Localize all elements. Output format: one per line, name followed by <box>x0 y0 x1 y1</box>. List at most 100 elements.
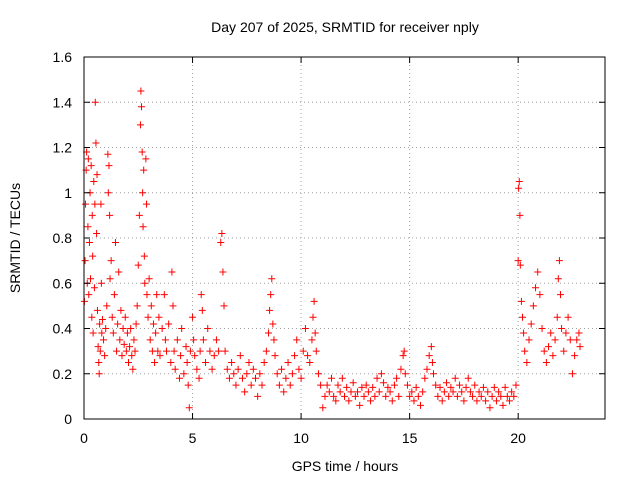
data-point <box>133 302 141 310</box>
data-point <box>492 397 500 405</box>
data-point <box>482 397 490 405</box>
data-point <box>554 275 562 283</box>
data-point <box>85 291 93 299</box>
data-point <box>547 329 555 337</box>
data-point <box>475 388 483 396</box>
data-point <box>210 352 218 360</box>
data-point <box>162 347 170 355</box>
data-point <box>182 343 190 351</box>
data-point <box>423 365 431 373</box>
data-point <box>220 302 228 310</box>
y-tick-label: 0.8 <box>53 230 73 246</box>
data-point <box>282 374 290 382</box>
data-point <box>284 358 292 366</box>
data-point <box>469 392 477 400</box>
data-point <box>256 370 264 378</box>
data-point <box>412 383 420 391</box>
data-point <box>538 325 546 332</box>
data-point <box>228 358 236 366</box>
data-point <box>556 291 564 299</box>
data-point <box>95 358 103 366</box>
data-point <box>395 392 403 400</box>
data-point <box>230 370 238 378</box>
data-point <box>126 343 134 351</box>
data-point <box>410 397 418 405</box>
data-point <box>549 352 557 360</box>
data-point <box>127 325 135 332</box>
x-tick-label: 0 <box>80 430 88 446</box>
data-point <box>145 275 153 283</box>
y-tick-label: 0.6 <box>53 275 73 291</box>
data-point <box>100 336 108 344</box>
data-point <box>238 374 246 382</box>
data-point <box>249 365 257 373</box>
data-point <box>178 325 186 332</box>
data-point <box>464 374 472 382</box>
data-point <box>97 200 105 208</box>
data-point <box>436 383 444 391</box>
data-point <box>217 239 225 247</box>
data-point <box>190 336 198 344</box>
data-point <box>90 284 98 292</box>
data-point <box>92 139 100 147</box>
data-point <box>212 336 220 344</box>
data-point <box>236 352 244 360</box>
data-point <box>545 343 553 351</box>
x-tick-label: 5 <box>189 430 197 446</box>
data-point <box>270 336 278 344</box>
data-point <box>102 325 110 332</box>
data-point <box>143 200 151 208</box>
data-point <box>173 336 181 344</box>
data-point <box>449 388 457 396</box>
data-point <box>105 162 113 170</box>
data-point <box>196 347 204 355</box>
data-point <box>136 121 144 129</box>
data-point <box>299 347 307 355</box>
data-point <box>262 347 270 355</box>
data-point <box>508 388 516 396</box>
data-point <box>271 352 279 360</box>
data-point <box>364 388 372 396</box>
data-point <box>258 381 266 389</box>
data-point <box>532 284 540 292</box>
data-point <box>291 352 299 360</box>
data-point <box>447 383 455 391</box>
data-point <box>330 392 338 400</box>
data-point <box>516 261 524 269</box>
data-point <box>180 370 188 378</box>
data-point <box>82 200 90 208</box>
data-point <box>94 343 102 351</box>
y-tick-labels: 0 0.2 0.4 0.6 0.8 1 1.2 1.4 1.6 <box>53 49 73 427</box>
data-point <box>486 404 494 412</box>
data-point <box>293 336 301 344</box>
data-point <box>225 374 233 382</box>
data-point <box>260 358 268 366</box>
data-point <box>540 347 548 355</box>
data-point <box>523 358 531 366</box>
data-point <box>516 211 524 219</box>
data-point <box>371 392 379 400</box>
data-point <box>515 184 523 192</box>
data-point <box>432 381 440 389</box>
data-point <box>323 381 331 389</box>
data-point <box>479 383 487 391</box>
data-point <box>204 325 212 332</box>
data-point <box>351 392 359 400</box>
x-axis-label: GPS time / hours <box>292 458 399 474</box>
data-point <box>525 336 533 344</box>
data-point <box>416 401 424 409</box>
data-point <box>103 302 111 310</box>
data-point <box>558 325 566 332</box>
data-point <box>460 397 468 405</box>
data-point <box>158 325 166 332</box>
data-point <box>377 370 385 378</box>
data-point <box>81 257 89 265</box>
y-tick-label: 1.6 <box>53 49 73 65</box>
data-point <box>384 383 392 391</box>
data-point <box>515 177 523 185</box>
data-point <box>84 223 92 231</box>
data-point <box>517 297 525 305</box>
data-point <box>434 392 442 400</box>
